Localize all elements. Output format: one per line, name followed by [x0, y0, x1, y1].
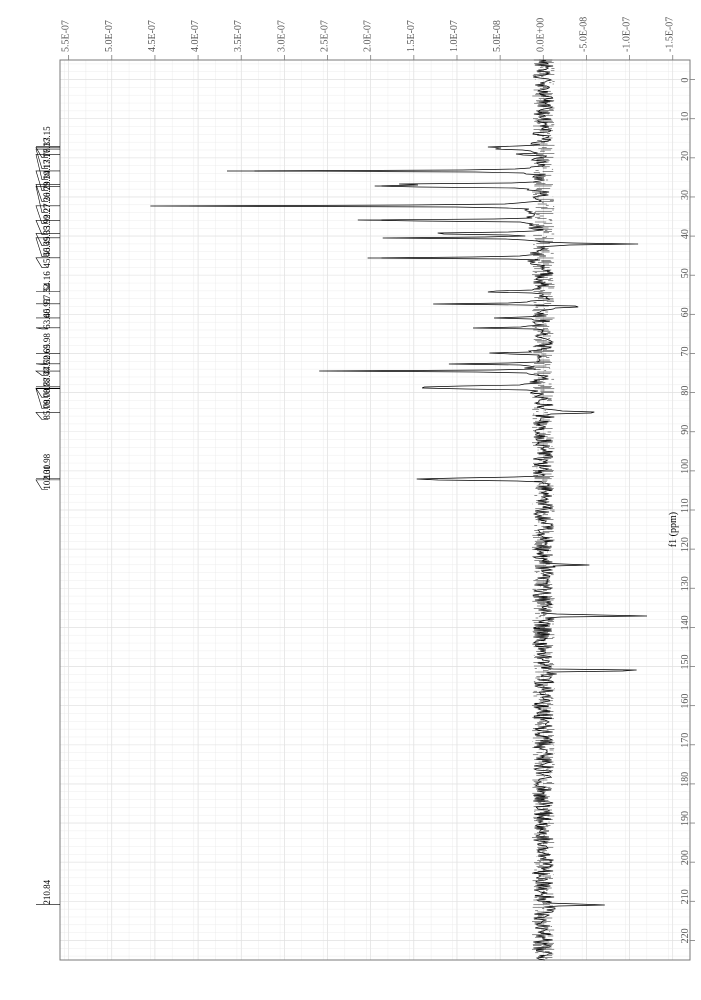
svg-text:140: 140	[680, 615, 691, 630]
svg-text:160: 160	[680, 694, 691, 709]
svg-text:220: 220	[680, 928, 691, 943]
svg-text:180: 180	[680, 772, 691, 787]
svg-text:110: 110	[680, 498, 691, 513]
svg-text:100: 100	[680, 459, 691, 474]
svg-text:-5.0E-08: -5.0E-08	[578, 17, 589, 52]
svg-text:70: 70	[680, 346, 691, 356]
nmr-spectrum-svg: 5.5E-07 5.0E-07 4.5E-07 4.0E-07 3.5E-07 3.0E-…	[0, 0, 701, 1000]
svg-text:0: 0	[680, 78, 691, 83]
svg-text:20: 20	[680, 151, 691, 161]
svg-text:90: 90	[680, 425, 691, 435]
peak-label: 45.55	[42, 247, 52, 268]
svg-text:200: 200	[680, 850, 691, 865]
svg-text:50: 50	[680, 268, 691, 278]
svg-text:-1.5E-07: -1.5E-07	[665, 17, 676, 52]
svg-text:2.5E-07: 2.5E-07	[320, 20, 331, 52]
peak-label: 85.08	[42, 399, 52, 420]
svg-text:30: 30	[680, 190, 691, 200]
svg-text:4.0E-07: 4.0E-07	[190, 20, 201, 52]
svg-text:190: 190	[680, 811, 691, 826]
svg-text:5.5E-07: 5.5E-07	[61, 20, 72, 52]
svg-text:120: 120	[680, 537, 691, 552]
svg-text:0.0E+00: 0.0E+00	[535, 18, 546, 52]
svg-text:10: 10	[680, 112, 691, 122]
peak-label: 63.45	[42, 308, 52, 329]
svg-text:3.5E-07: 3.5E-07	[233, 20, 244, 52]
peak-label: 210.84	[42, 879, 52, 904]
svg-text:1.0E-07: 1.0E-07	[449, 20, 460, 52]
svg-text:60: 60	[680, 307, 691, 317]
svg-text:210: 210	[680, 889, 691, 904]
svg-text:-1.0E-07: -1.0E-07	[622, 17, 633, 52]
svg-text:5.0E-07: 5.0E-07	[104, 20, 115, 52]
svg-text:3.0E-07: 3.0E-07	[276, 20, 287, 52]
svg-text:150: 150	[680, 655, 691, 670]
ppm-axis-title: f1 (ppm)	[668, 512, 679, 547]
svg-text:4.5E-07: 4.5E-07	[147, 20, 158, 52]
svg-text:5.0E-08: 5.0E-08	[492, 20, 503, 52]
svg-text:2.0E-07: 2.0E-07	[363, 20, 374, 52]
svg-text:170: 170	[680, 733, 691, 748]
svg-text:130: 130	[680, 576, 691, 591]
peak-label: 102.30	[42, 464, 52, 489]
svg-text:40: 40	[680, 229, 691, 239]
nmr-spectrum-figure: 5.5E-07 5.0E-07 4.5E-07 4.0E-07 3.5E-07 3.0E-…	[0, 0, 701, 1000]
svg-text:1.5E-07: 1.5E-07	[406, 20, 417, 52]
svg-text:80: 80	[680, 386, 691, 396]
